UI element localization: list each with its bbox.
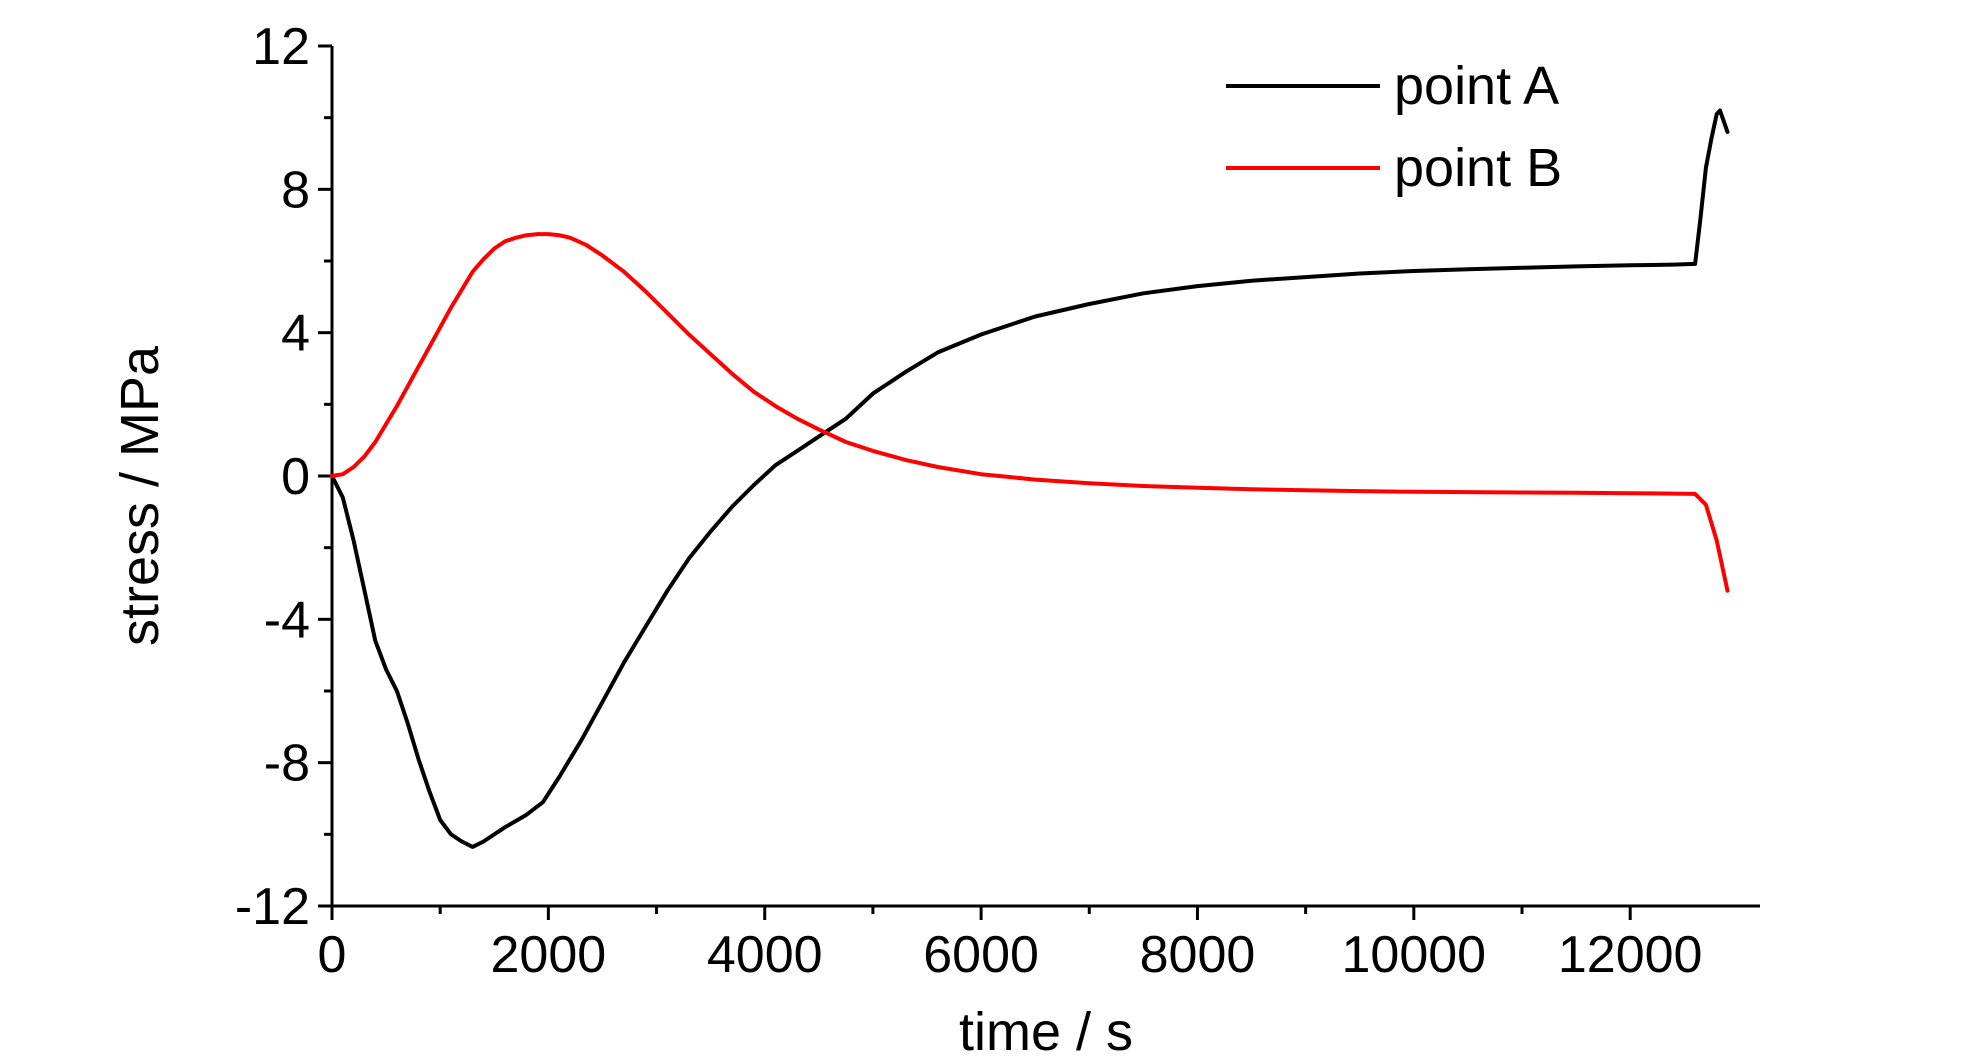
x-tick-label: 6000 <box>923 926 1039 984</box>
legend-label-point-a: point A <box>1394 56 1559 116</box>
x-tick-label: 10000 <box>1342 926 1487 984</box>
y-tick-label: 8 <box>281 161 310 219</box>
x-tick-label: 2000 <box>491 926 607 984</box>
y-tick-label: 4 <box>281 305 310 363</box>
x-axis-ticks: 0 2000 4000 6000 8000 10000 12000 <box>318 906 1703 984</box>
y-tick-label: -8 <box>264 735 310 793</box>
x-tick-label: 12000 <box>1558 926 1703 984</box>
series-line-point-a <box>330 108 1730 849</box>
plot-lines <box>330 108 1730 849</box>
y-axis-ticks: -12 -8 -4 0 4 8 12 <box>235 18 332 936</box>
x-axis-title: time / s <box>959 1002 1133 1062</box>
x-tick-label: 0 <box>318 926 347 984</box>
axes: 0 2000 4000 6000 8000 10000 12000 -12 -8 -4 0 4 8 12 <box>235 18 1760 984</box>
y-tick-label: -4 <box>264 591 310 649</box>
legend: point A point B <box>1226 56 1562 198</box>
y-tick-label: 0 <box>281 448 310 506</box>
series-line-point-b <box>330 232 1730 593</box>
y-tick-label: 12 <box>252 18 310 76</box>
legend-label-point-b: point B <box>1394 138 1562 198</box>
y-axis-title: stress / MPa <box>110 345 170 646</box>
x-tick-label: 8000 <box>1140 926 1256 984</box>
x-tick-label: 4000 <box>707 926 823 984</box>
y-tick-label: -12 <box>235 878 310 936</box>
